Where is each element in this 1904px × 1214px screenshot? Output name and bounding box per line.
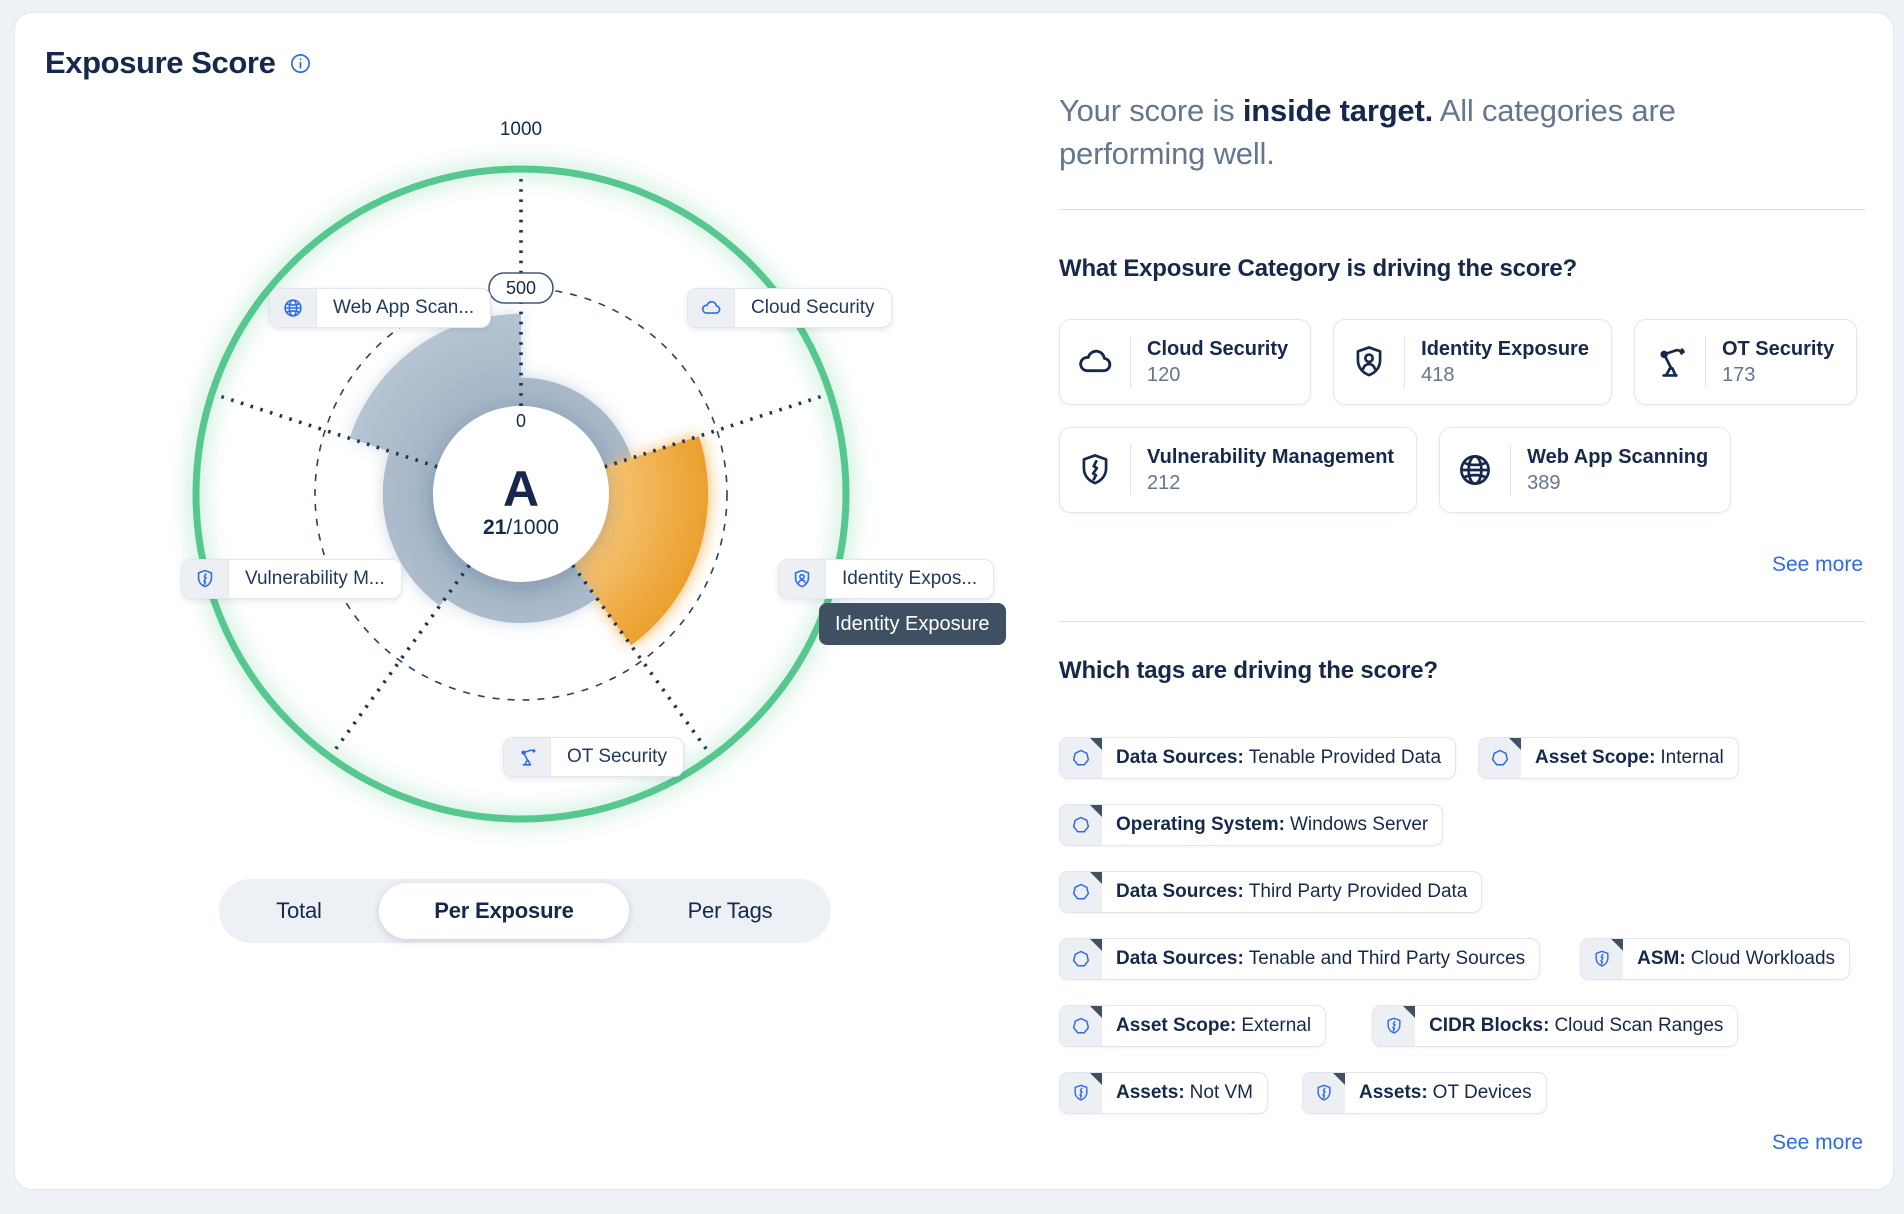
tag-cidr-blocks-cloud-scan-ranges[interactable]: CIDR Blocks: Cloud Scan Ranges: [1372, 1005, 1739, 1047]
sector-vulnerability-management[interactable]: [382, 451, 470, 606]
gauge-axis-min: 0: [516, 411, 526, 431]
tag-fold-corner: [1403, 1006, 1416, 1018]
score-summary-highlight: inside target.: [1242, 93, 1434, 128]
tag-fold-corner: [1090, 872, 1102, 884]
score-summary: Your score is inside target. All categor…: [1059, 93, 1676, 171]
sector-boundary-line: [571, 564, 712, 755]
shield-bolt-icon: [1060, 1073, 1102, 1113]
tag-fold-corner: [1090, 939, 1102, 951]
gauge-sectors: [349, 313, 709, 646]
sector-ot-security[interactable]: [445, 565, 597, 624]
page-title: Exposure Score: [45, 45, 276, 80]
tag-asset-scope-external[interactable]: Asset Scope: External: [1059, 1005, 1327, 1047]
section-divider: [1059, 209, 1865, 210]
tag-fold-corner: [1090, 1006, 1102, 1018]
shield-bolt-icon: [1303, 1073, 1346, 1113]
category-cards: Cloud Security 120 Identity Exposure 418 O…: [1059, 319, 1879, 513]
robot-arm-icon: [504, 738, 551, 776]
categories-heading: What Exposure Category is driving the sc…: [1059, 255, 1577, 282]
tag-data-sources-tenable-provided-data[interactable]: Data Sources: Tenable Provided Data: [1059, 737, 1457, 779]
tag-fold-corner: [1090, 1073, 1102, 1085]
tag-fold-corner: [1090, 738, 1102, 750]
chart-label-cloud-security[interactable]: Cloud Security: [687, 288, 892, 328]
info-icon[interactable]: [289, 52, 312, 75]
tag-fold-corner: [1611, 939, 1624, 951]
sector-web-app-scanning[interactable]: [349, 313, 521, 467]
shield-bolt-icon: [1373, 1006, 1416, 1046]
chart-label-vulnerability-management[interactable]: Vulnerability M...: [181, 559, 402, 599]
sector-cloud-security[interactable]: [521, 377, 632, 467]
tag-fold-corner: [1509, 738, 1522, 750]
tags-see-more-link[interactable]: See more: [1771, 1131, 1863, 1154]
heptagon-icon: [1060, 738, 1102, 778]
tag-fold-corner: [1333, 1073, 1346, 1085]
categories-see-more-link[interactable]: See more: [1771, 553, 1863, 576]
tag-chips: Data Sources: Tenable Provided Data Asset…: [1059, 737, 1851, 1114]
tag-fold-corner: [1090, 805, 1102, 817]
tag-data-sources-third-party-provided-data[interactable]: Data Sources: Third Party Provided Data: [1059, 871, 1483, 913]
heptagon-icon: [1060, 872, 1102, 912]
sector-identity-exposure[interactable]: [572, 436, 709, 646]
tag-data-sources-tenable-and-third-party-sources[interactable]: Data Sources: Tenable and Third Party Sou…: [1059, 938, 1541, 980]
chart-label-web-app-scanning[interactable]: Web App Scan...: [269, 288, 492, 328]
section-divider: [1059, 621, 1865, 622]
tags-heading: Which tags are driving the score?: [1059, 657, 1438, 684]
heptagon-icon: [1060, 939, 1102, 979]
toggle-option-per-tags[interactable]: Per Tags: [687, 898, 773, 923]
gauge-axis-max: 1000: [500, 119, 542, 140]
gauge-axis-mid-pill: 500: [488, 272, 554, 304]
robot-arm-icon: [1635, 336, 1706, 388]
globe-icon: [1440, 444, 1512, 496]
gauge-spokes: [215, 173, 827, 755]
gauge-grade: A: [503, 461, 539, 517]
category-card-ot-security[interactable]: OT Security 173: [1633, 319, 1858, 405]
gauge-target-ring: [192, 165, 850, 823]
cloud-icon: [688, 289, 735, 327]
shield-bolt-icon: [1060, 444, 1131, 496]
category-card-identity-exposure[interactable]: Identity Exposure 418: [1333, 319, 1612, 405]
shield-bolt-icon: [1581, 939, 1624, 979]
tag-operating-system-windows-server[interactable]: Operating System: Windows Server: [1059, 804, 1444, 846]
view-toggle: Total Per Exposure Per Tags: [219, 879, 831, 943]
category-card-web-app-scanning[interactable]: Web App Scanning 389: [1439, 427, 1732, 513]
chart-label-ot-security[interactable]: OT Security: [503, 737, 684, 777]
toggle-option-total[interactable]: Total: [276, 898, 322, 923]
gauge-mid-ring: [314, 287, 728, 701]
identity-shield-icon: [779, 560, 826, 598]
tag-asset-scope-internal[interactable]: Asset Scope: Internal: [1478, 737, 1739, 779]
tag-assets-not-vm[interactable]: Assets: Not VM: [1059, 1072, 1269, 1114]
gauge-center-circle: [433, 406, 609, 582]
category-card-cloud-security[interactable]: Cloud Security 120: [1059, 319, 1312, 405]
identity-shield-icon: [1334, 336, 1406, 388]
globe-icon: [270, 289, 317, 327]
sector-boundary-line: [330, 564, 471, 755]
sector-boundary-line: [215, 393, 438, 469]
identity-exposure-tooltip: Identity Exposure: [819, 603, 1006, 645]
cloud-icon: [1060, 336, 1131, 388]
chart-label-identity-exposure[interactable]: Identity Expos...: [778, 559, 995, 599]
gauge-score: 21/1000: [483, 516, 559, 539]
shield-bolt-icon: [182, 560, 229, 598]
tag-asm-cloud-workloads[interactable]: ASM: Cloud Workloads: [1580, 938, 1851, 980]
category-card-vulnerability-management[interactable]: Vulnerability Management 212: [1059, 427, 1418, 513]
heptagon-icon: [1060, 1006, 1102, 1046]
heptagon-icon: [1060, 805, 1102, 845]
sector-boundary-line: [604, 393, 827, 469]
heptagon-icon: [1479, 738, 1522, 778]
exposure-gauge-chart: 1000 0 A 21/1000 500: [185, 119, 857, 830]
tag-assets-ot-devices[interactable]: Assets: OT Devices: [1302, 1072, 1547, 1114]
card-header: Exposure Score: [45, 45, 312, 81]
svg-text:500: 500: [506, 278, 536, 298]
exposure-score-card: Exposure Score 1000 0 A 21: [14, 12, 1894, 1190]
toggle-option-per-exposure[interactable]: Per Exposure: [379, 883, 629, 939]
